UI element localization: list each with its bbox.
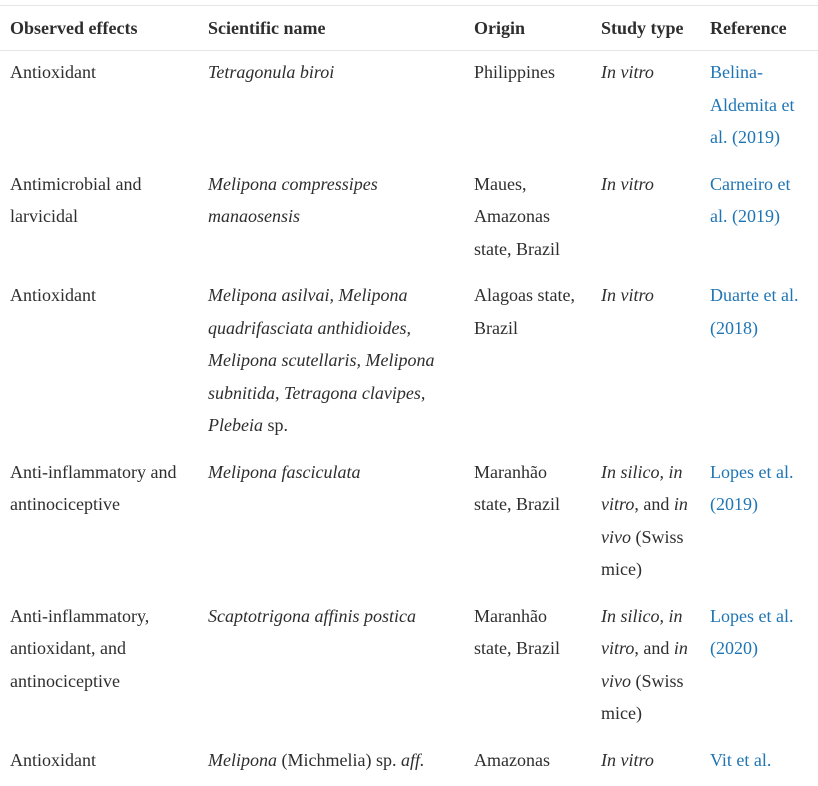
cell-text: Maranhão state, Brazil [474, 462, 560, 515]
cell-text: Maranhão state, Brazil [474, 606, 560, 659]
reference-link[interactable]: Lopes et al. (2019) [710, 462, 793, 515]
cell-text: Melipona [208, 750, 277, 770]
table-cell: Anti-inflammatory, antioxidant, and anti… [0, 596, 198, 740]
cell-text: Antioxidant [10, 62, 96, 82]
header-cell: Scientific name [198, 6, 464, 51]
table-cell: Maues, Amazonas state, Brazil [464, 164, 591, 276]
table-row: Anti-inflammatory and antinociceptive Mel… [0, 452, 818, 596]
table-cell: Philippines [464, 51, 591, 164]
table-cell: Maranhão state, Brazil [464, 452, 591, 596]
table-cell: Antimicrobial and larvicidal [0, 164, 198, 276]
header-cell: Observed effects [0, 6, 198, 51]
cell-text: In vitro [601, 174, 654, 194]
table-cell: In vitro [591, 164, 700, 276]
table-row: Antioxidant Melipona (Michmelia) sp. aff.… [0, 740, 818, 786]
cell-text: In vitro [601, 285, 654, 305]
table-cell: Antioxidant [0, 275, 198, 452]
cell-text: , and [634, 494, 674, 514]
reference-link[interactable]: Belina-Aldemita et al. (2019) [710, 62, 794, 147]
table-cell: In silico, in vitro, and in vivo (Swiss … [591, 596, 700, 740]
cell-text: In vitro [601, 750, 654, 770]
reference-link[interactable]: Duarte et al. (2018) [710, 285, 798, 338]
table-row: Antioxidant Melipona asilvai, Melipona qu… [0, 275, 818, 452]
cell-text: (Michmelia) sp. [277, 750, 401, 770]
cell-text: Amazonas [474, 750, 550, 770]
table-cell: In silico, in vitro, and in vivo (Swiss … [591, 452, 700, 596]
cell-text: In vitro [601, 62, 654, 82]
table-cell: Anti-inflammatory and antinociceptive [0, 452, 198, 596]
document: {"table": { "header": ["Observed effects… [0, 5, 818, 777]
table-cell: In vitro [591, 51, 700, 164]
table-cell: Antioxidant [0, 51, 198, 164]
table-cell: Lopes et al. (2019) [700, 452, 818, 596]
cell-text: aff. [401, 750, 425, 770]
table-cell: In vitro [591, 740, 700, 786]
cell-text: Antioxidant [10, 750, 96, 770]
table-cell: Maranhão state, Brazil [464, 596, 591, 740]
table-cell: Carneiro et al. (2019) [700, 164, 818, 276]
cell-text: , and [634, 638, 674, 658]
reference-link[interactable]: Carneiro et al. (2019) [710, 174, 790, 227]
table-cell: In vitro [591, 275, 700, 452]
header-cell: Study type [591, 6, 700, 51]
cell-text: Scaptotrigona affinis postica [208, 606, 416, 626]
table-cell: Amazonas [464, 740, 591, 786]
cell-text: Tetragonula biroi [208, 62, 334, 82]
table-row: Anti-inflammatory, antioxidant, and anti… [0, 596, 818, 740]
table-cell: Tetragonula biroi [198, 51, 464, 164]
table-cell: Vit et al. [700, 740, 818, 786]
cell-text: Melipona compressipes manaosensis [208, 174, 378, 227]
table-cell: Belina-Aldemita et al. (2019) [700, 51, 818, 164]
cell-text: Melipona fasciculata [208, 462, 360, 482]
table-cell: Alagoas state, Brazil [464, 275, 591, 452]
cell-text: Melipona asilvai, Melipona quadrifasciat… [208, 285, 434, 435]
cell-text: Maues, Amazonas state, Brazil [474, 174, 560, 259]
cell-text: Anti-inflammatory, antioxidant, and anti… [10, 606, 149, 691]
table-cell: Melipona fasciculata [198, 452, 464, 596]
header-cell: Origin [464, 6, 591, 51]
table-cell: Lopes et al. (2020) [700, 596, 818, 740]
table-row: Antimicrobial and larvicidal Melipona com… [0, 164, 818, 276]
table-cell: Antioxidant [0, 740, 198, 786]
cell-text: Antimicrobial and larvicidal [10, 174, 141, 227]
header-cell: Reference [700, 6, 818, 51]
cell-text: Philippines [474, 62, 555, 82]
table-cell: Scaptotrigona affinis postica [198, 596, 464, 740]
reference-link[interactable]: Lopes et al. (2020) [710, 606, 793, 659]
table-cell: Duarte et al. (2018) [700, 275, 818, 452]
table-cell: Melipona asilvai, Melipona quadrifasciat… [198, 275, 464, 452]
cell-text: Antioxidant [10, 285, 96, 305]
table-cell: Melipona compressipes manaosensis [198, 164, 464, 276]
cell-text: Alagoas state, Brazil [474, 285, 575, 338]
cell-text: Anti-inflammatory and antinociceptive [10, 462, 176, 515]
cell-text: sp. [263, 415, 288, 435]
table-row: Antioxidant Tetragonula biroi Philippines I… [0, 51, 818, 164]
table-cell: Melipona (Michmelia) sp. aff. [198, 740, 464, 786]
reference-link[interactable]: Vit et al. [710, 750, 771, 770]
